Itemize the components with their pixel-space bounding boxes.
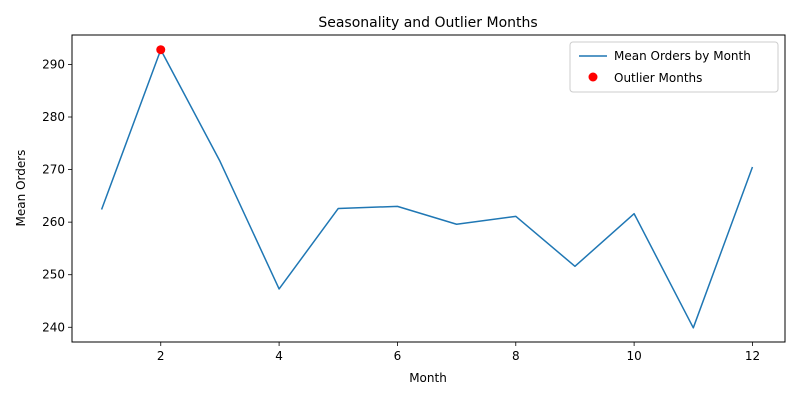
y-tick-label: 290 bbox=[42, 57, 65, 71]
chart-title: Seasonality and Outlier Months bbox=[318, 15, 537, 31]
plot-frame bbox=[71, 34, 786, 343]
y-tick-label: 250 bbox=[42, 268, 65, 282]
y-tick-label: 270 bbox=[42, 163, 65, 177]
x-axis: 2 4 6 8 10 12 bbox=[157, 342, 760, 363]
x-axis-label: Month bbox=[409, 371, 447, 385]
x-tick-label: 8 bbox=[512, 349, 520, 363]
series-line-mean-orders bbox=[100, 48, 754, 329]
y-tick-label: 280 bbox=[42, 110, 65, 124]
y-axis-label: Mean Orders bbox=[14, 150, 28, 227]
series-layer bbox=[100, 45, 754, 329]
outlier-point bbox=[156, 45, 166, 55]
x-tick-label: 6 bbox=[394, 349, 402, 363]
x-tick-label: 2 bbox=[157, 349, 165, 363]
legend-box bbox=[569, 41, 779, 93]
legend-label-outlier-months: Outlier Months bbox=[614, 71, 702, 85]
y-tick-label: 240 bbox=[42, 320, 65, 334]
legend-marker-swatch bbox=[588, 72, 598, 82]
legend: Mean Orders by Month Outlier Months bbox=[569, 41, 779, 93]
x-tick-label: 4 bbox=[275, 349, 283, 363]
legend-label-mean-orders: Mean Orders by Month bbox=[614, 49, 751, 63]
y-axis: 240 250 260 270 280 290 bbox=[42, 57, 72, 334]
y-tick-label: 260 bbox=[42, 215, 65, 229]
x-tick-label: 12 bbox=[745, 349, 760, 363]
x-tick-label: 10 bbox=[626, 349, 641, 363]
